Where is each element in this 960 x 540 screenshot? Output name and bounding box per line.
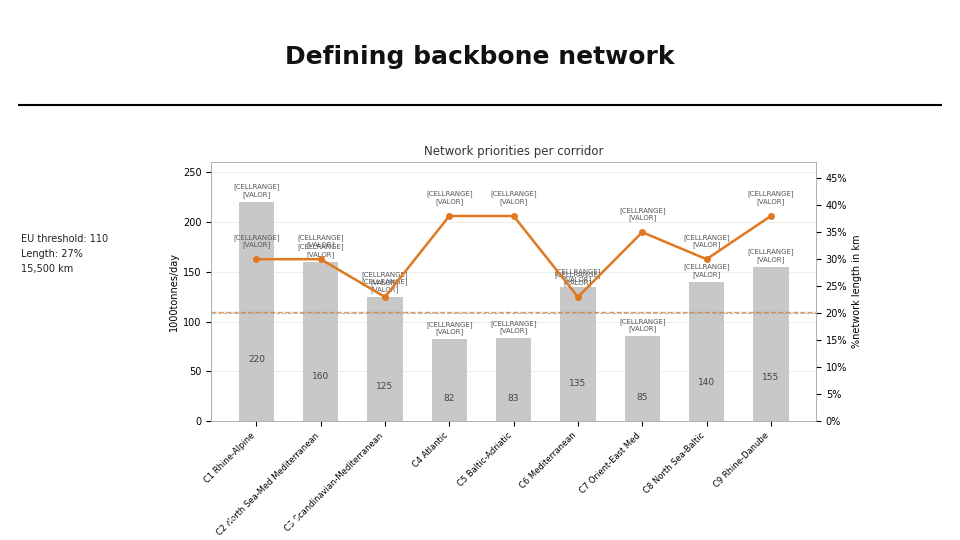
Text: 135: 135 <box>569 379 587 388</box>
Text: Presentation of FERRMED Study of Traffic and Modal Shift Optimisation in the EU: Presentation of FERRMED Study of Traffic… <box>14 516 493 525</box>
Text: 5: 5 <box>927 514 936 527</box>
Text: EU threshold: 110
Length: 27%
15,500 km: EU threshold: 110 Length: 27% 15,500 km <box>21 234 108 274</box>
Text: [CELLRANGE]
[VALOR]: [CELLRANGE] [VALOR] <box>491 191 537 205</box>
Bar <box>561 287 595 421</box>
Title: Network priorities per corridor: Network priorities per corridor <box>424 145 603 158</box>
Text: Preliminary results: Preliminary results <box>24 85 121 94</box>
Text: 83: 83 <box>508 394 519 402</box>
Text: [CELLRANGE]
[VALOR]: [CELLRANGE] [VALOR] <box>555 272 601 286</box>
Text: 155: 155 <box>762 374 780 382</box>
Text: 17 November 2020: 17 November 2020 <box>682 516 793 525</box>
Bar <box>239 202 274 421</box>
Bar <box>432 340 467 421</box>
Text: 140: 140 <box>698 377 715 387</box>
Y-axis label: 1000tonnes/day: 1000tonnes/day <box>169 252 179 331</box>
Text: [CELLRANGE]
[VALOR]: [CELLRANGE] [VALOR] <box>233 234 279 248</box>
Text: [CELLRANGE]
[VALOR]: [CELLRANGE] [VALOR] <box>491 320 537 334</box>
Bar <box>754 267 788 421</box>
Text: [CELLRANGE]
[VALOR]: [CELLRANGE] [VALOR] <box>298 234 344 248</box>
Text: [CELLRANGE]
[VALOR]: [CELLRANGE] [VALOR] <box>619 318 665 333</box>
Text: 220: 220 <box>248 355 265 364</box>
Text: [CELLRANGE]
[VALOR]: [CELLRANGE] [VALOR] <box>233 184 279 198</box>
Text: [CELLRANGE]
[VALOR]: [CELLRANGE] [VALOR] <box>748 191 794 205</box>
Text: 85: 85 <box>636 393 648 402</box>
Bar <box>689 282 724 421</box>
Text: [CELLRANGE]
[VALOR]: [CELLRANGE] [VALOR] <box>362 272 408 286</box>
Bar <box>368 296 402 421</box>
Text: 160: 160 <box>312 372 329 381</box>
Text: [CELLRANGE]
[VALOR]: [CELLRANGE] [VALOR] <box>555 268 601 282</box>
Bar <box>625 336 660 421</box>
Text: [CELLRANGE]
[VALOR]: [CELLRANGE] [VALOR] <box>619 207 665 221</box>
Text: [CELLRANGE]
[VALOR]: [CELLRANGE] [VALOR] <box>748 248 794 262</box>
Bar <box>303 262 338 421</box>
Y-axis label: %network length in km: %network length in km <box>852 235 861 348</box>
Text: 82: 82 <box>444 394 455 403</box>
Text: [CELLRANGE]
[VALOR]: [CELLRANGE] [VALOR] <box>362 278 408 293</box>
Text: Defining backbone network: Defining backbone network <box>285 45 675 69</box>
Text: [CELLRANGE]
[VALOR]: [CELLRANGE] [VALOR] <box>684 234 730 248</box>
Text: [CELLRANGE]
[VALOR]: [CELLRANGE] [VALOR] <box>684 263 730 278</box>
Text: 125: 125 <box>376 382 394 391</box>
Text: [CELLRANGE]
[VALOR]: [CELLRANGE] [VALOR] <box>298 243 344 258</box>
Text: [CELLRANGE]
[VALOR]: [CELLRANGE] [VALOR] <box>426 191 472 205</box>
Bar <box>496 339 531 421</box>
Text: [CELLRANGE]
[VALOR]: [CELLRANGE] [VALOR] <box>426 321 472 335</box>
